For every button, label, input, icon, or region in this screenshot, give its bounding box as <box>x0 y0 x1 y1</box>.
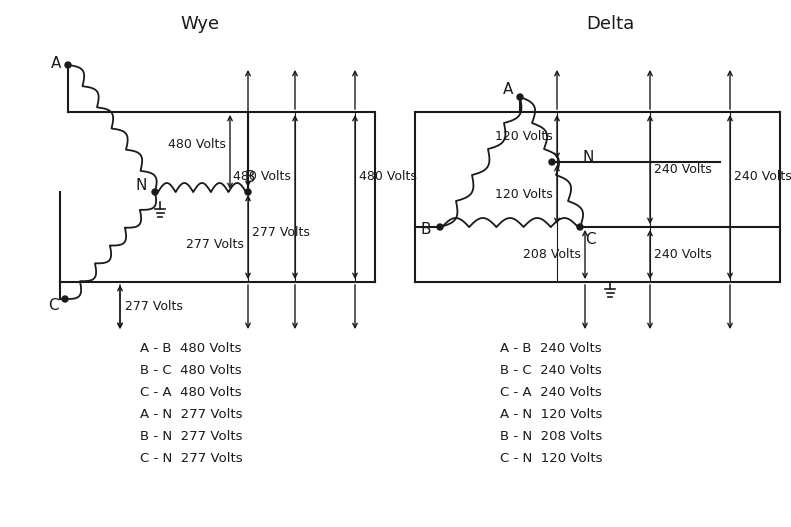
Text: C - A  240 Volts: C - A 240 Volts <box>500 386 602 399</box>
Text: B - C  240 Volts: B - C 240 Volts <box>500 365 602 377</box>
Text: N: N <box>135 179 146 193</box>
Text: B - N  208 Volts: B - N 208 Volts <box>500 431 602 444</box>
Circle shape <box>245 189 251 195</box>
Text: A: A <box>503 82 513 96</box>
Circle shape <box>62 296 68 302</box>
Text: 277 Volts: 277 Volts <box>125 300 183 314</box>
Text: 480 Volts: 480 Volts <box>359 171 417 183</box>
Text: B: B <box>244 171 255 186</box>
Text: 120 Volts: 120 Volts <box>495 188 553 201</box>
Text: C: C <box>585 231 596 247</box>
Text: B: B <box>421 221 431 237</box>
Text: 240 Volts: 240 Volts <box>654 163 712 176</box>
Text: N: N <box>582 151 593 165</box>
Text: Wye: Wye <box>180 15 220 33</box>
Circle shape <box>152 189 158 195</box>
Text: 277 Volts: 277 Volts <box>186 239 244 251</box>
Text: B - N  277 Volts: B - N 277 Volts <box>140 431 243 444</box>
Text: C: C <box>47 298 59 313</box>
Circle shape <box>437 224 443 230</box>
Text: A - B  480 Volts: A - B 480 Volts <box>140 343 241 356</box>
Text: C - A  480 Volts: C - A 480 Volts <box>140 386 241 399</box>
Circle shape <box>517 94 523 100</box>
Circle shape <box>549 159 555 165</box>
Text: 120 Volts: 120 Volts <box>495 131 553 143</box>
Text: 208 Volts: 208 Volts <box>523 248 581 261</box>
Circle shape <box>65 62 71 68</box>
Text: B - C  480 Volts: B - C 480 Volts <box>140 365 241 377</box>
Text: 240 Volts: 240 Volts <box>654 248 712 261</box>
Text: 480 Volts: 480 Volts <box>233 171 291 183</box>
Text: C - N  120 Volts: C - N 120 Volts <box>500 453 603 465</box>
Text: 240 Volts: 240 Volts <box>734 171 791 183</box>
Text: 480 Volts: 480 Volts <box>168 138 226 151</box>
Text: A: A <box>51 55 61 71</box>
Text: Delta: Delta <box>586 15 634 33</box>
Text: A - N  120 Volts: A - N 120 Volts <box>500 408 603 422</box>
Text: A - B  240 Volts: A - B 240 Volts <box>500 343 602 356</box>
Text: A - N  277 Volts: A - N 277 Volts <box>140 408 243 422</box>
Text: 277 Volts: 277 Volts <box>252 226 310 239</box>
Circle shape <box>577 224 583 230</box>
Text: C - N  277 Volts: C - N 277 Volts <box>140 453 243 465</box>
